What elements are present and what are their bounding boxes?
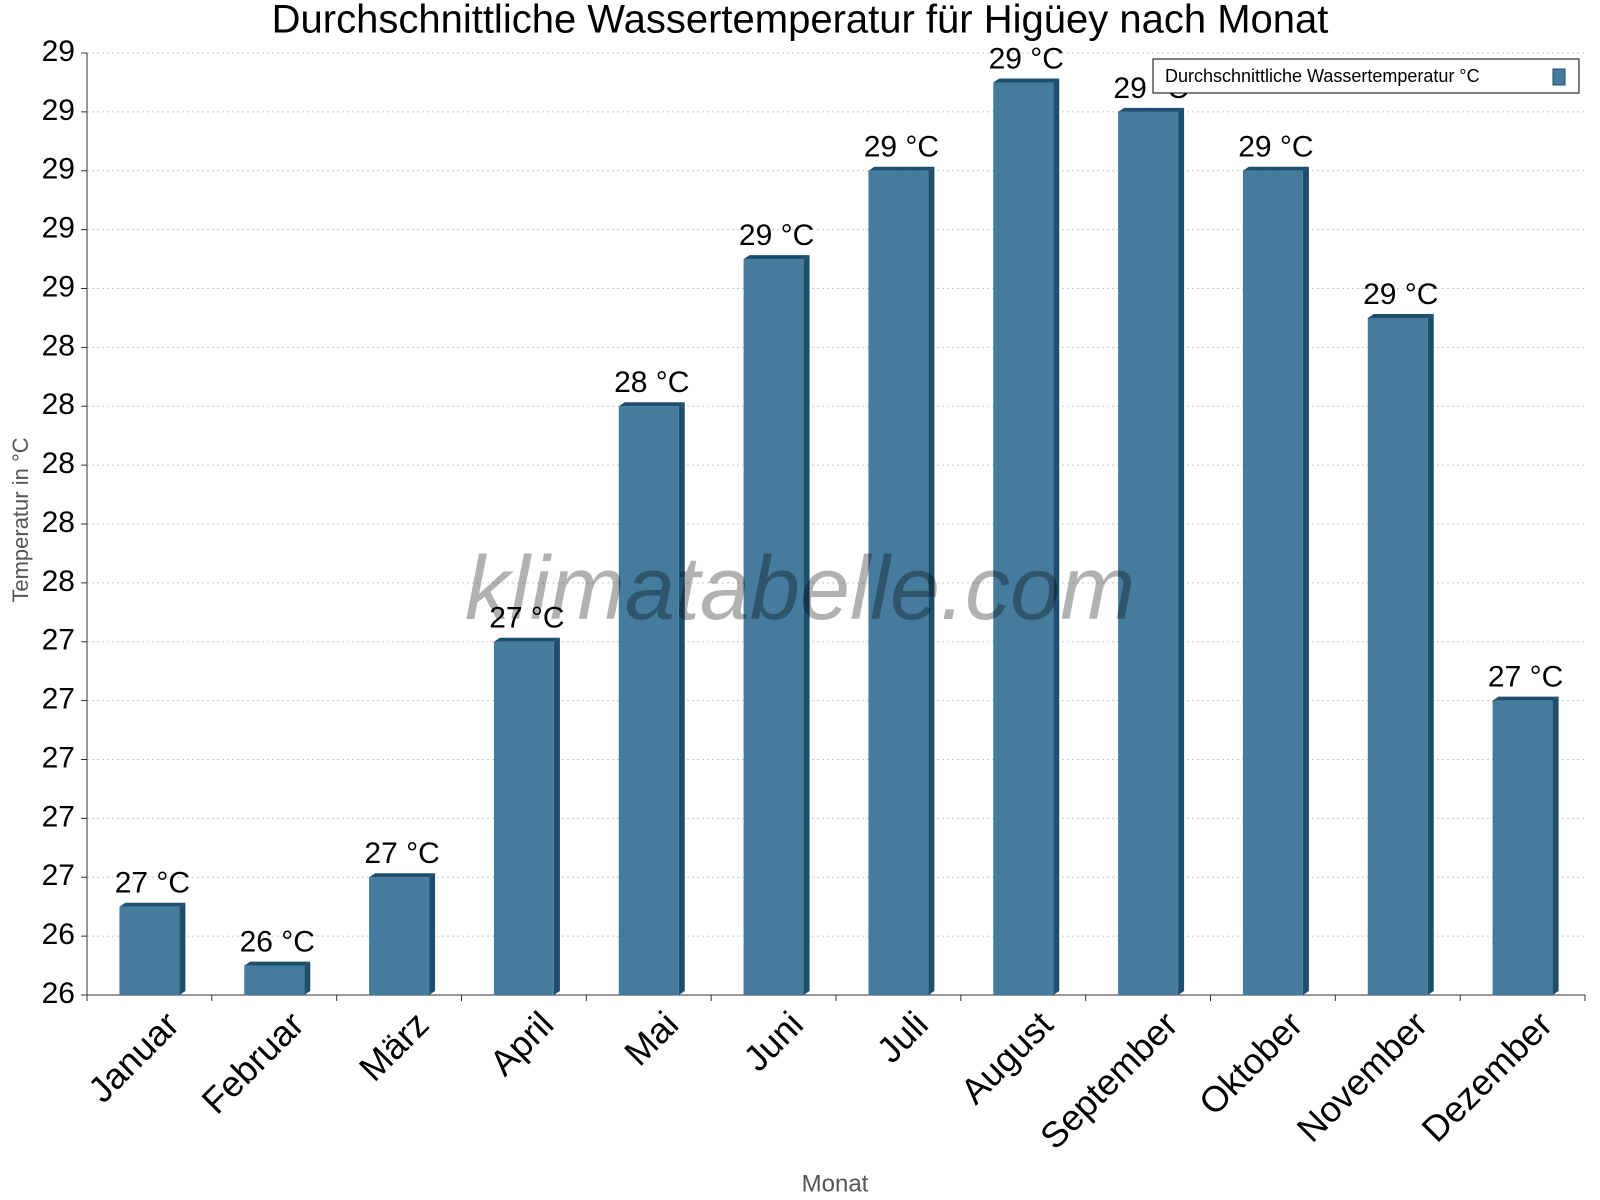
- bar-side: [928, 166, 935, 995]
- y-tick-label: 28: [42, 506, 75, 539]
- y-tick-label: 27: [42, 859, 75, 892]
- y-tick-label: 28: [42, 447, 75, 480]
- x-tick-label: November: [1289, 1003, 1435, 1149]
- legend-box: [1152, 58, 1580, 94]
- y-tick-label: 26: [42, 977, 75, 1010]
- y-tick-label: 27: [42, 624, 75, 657]
- bar-top: [119, 902, 186, 907]
- bar: [743, 259, 804, 995]
- y-tick-label: 28: [42, 329, 75, 362]
- value-label: 29 °C: [1363, 278, 1438, 311]
- y-axis-title: Temperatur in °C: [8, 437, 33, 602]
- bar-top: [369, 873, 436, 878]
- bar: [1242, 170, 1303, 995]
- value-label: 27 °C: [364, 837, 439, 870]
- value-label: 27 °C: [115, 867, 190, 900]
- bar-side: [678, 402, 685, 995]
- bar-side: [1178, 107, 1185, 995]
- bar: [493, 641, 554, 995]
- value-label: 29 °C: [864, 131, 939, 164]
- watermark: klimatabelle.com: [465, 539, 1135, 639]
- x-tick-label: Juni: [735, 1003, 811, 1079]
- bar: [244, 965, 305, 995]
- bar-top: [1492, 696, 1559, 701]
- bar-side: [179, 902, 186, 995]
- legend-label: Durchschnittliche Wassertemperatur °C: [1165, 66, 1480, 86]
- bar-top: [868, 166, 935, 171]
- bar-side: [429, 873, 436, 995]
- bar-side: [1053, 78, 1060, 995]
- x-tick-label: Mai: [616, 1003, 686, 1073]
- value-label: 27 °C: [489, 602, 564, 635]
- bar: [1118, 111, 1179, 995]
- x-tick-label: Februar: [194, 1003, 312, 1121]
- x-tick-label: Januar: [80, 1003, 187, 1110]
- y-tick-label: 29: [42, 270, 75, 303]
- bar-top: [1118, 107, 1185, 112]
- bar-top: [993, 78, 1060, 83]
- bar-top: [618, 402, 685, 407]
- bar-side: [553, 637, 560, 995]
- bar: [993, 82, 1054, 995]
- x-tick-label: Dezember: [1414, 1003, 1560, 1149]
- y-tick-label: 27: [42, 683, 75, 716]
- value-label: 26 °C: [240, 925, 315, 958]
- legend-swatch: [1552, 68, 1566, 86]
- bar-top: [493, 637, 560, 642]
- bar-side: [1302, 166, 1309, 995]
- bar-top: [1367, 313, 1434, 318]
- x-tick-label: Oktober: [1191, 1003, 1311, 1123]
- bar-top: [743, 255, 810, 260]
- bar: [119, 906, 180, 995]
- bar: [1492, 700, 1553, 995]
- bar: [868, 170, 929, 995]
- value-label: 29 °C: [1238, 131, 1313, 164]
- y-tick-label: 27: [42, 800, 75, 833]
- value-label: 29 °C: [989, 42, 1064, 75]
- value-label: 27 °C: [1488, 661, 1563, 694]
- y-tick-label: 29: [42, 35, 75, 68]
- value-label: 28 °C: [614, 366, 689, 399]
- x-axis-title: Monat: [802, 1170, 869, 1197]
- y-tick-label: 26: [42, 918, 75, 951]
- bar: [369, 877, 430, 995]
- y-tick-label: 29: [42, 212, 75, 245]
- bar-top: [244, 961, 311, 966]
- y-tick-label: 29: [42, 153, 75, 186]
- value-label: 29 °C: [739, 219, 814, 252]
- bar: [1367, 317, 1428, 995]
- bar-side: [1552, 696, 1559, 995]
- y-tick-label: 27: [42, 741, 75, 774]
- bar-top: [1242, 166, 1309, 171]
- y-tick-label: 28: [42, 388, 75, 421]
- x-tick-label: März: [351, 1003, 437, 1089]
- chart-title: Durchschnittliche Wassertemperatur für H…: [272, 0, 1329, 42]
- y-tick-label: 29: [42, 94, 75, 127]
- y-tick-label: 28: [42, 565, 75, 598]
- x-tick-label: April: [481, 1003, 561, 1083]
- x-tick-label: August: [952, 1003, 1060, 1111]
- bar-side: [803, 255, 810, 995]
- bar: [618, 406, 679, 995]
- bar-side: [304, 961, 311, 995]
- x-tick-label: September: [1032, 1003, 1186, 1157]
- x-tick-label: Juli: [869, 1003, 936, 1070]
- bar-side: [1427, 313, 1434, 995]
